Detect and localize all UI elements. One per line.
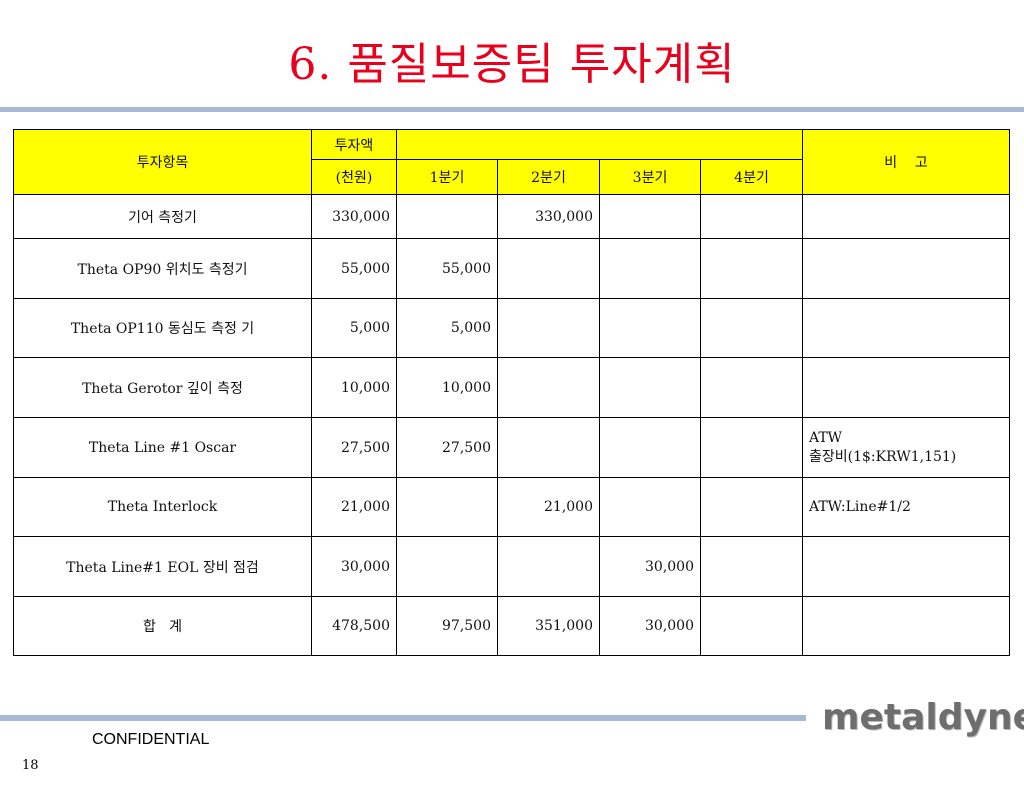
table-row: Theta Gerotor 깊이 측정 10,000 10,000 bbox=[13, 357, 1010, 418]
q2-cell: 21,000 bbox=[497, 477, 600, 537]
total-q1-cell: 97,500 bbox=[396, 596, 498, 656]
q3-cell bbox=[599, 238, 701, 299]
q1-cell: 55,000 bbox=[396, 238, 498, 299]
q4-cell bbox=[700, 357, 803, 418]
header-remarks: 비 고 bbox=[802, 129, 1010, 195]
header-amount: 투자액 bbox=[311, 129, 397, 160]
remarks-line: ATW bbox=[809, 429, 843, 446]
table-row: Theta OP90 위치도 측정기 55,000 55,000 bbox=[13, 238, 1010, 299]
q3-cell bbox=[599, 298, 701, 358]
total-label: 합 계 bbox=[13, 596, 312, 656]
remarks-cell: ATW:Line#1/2 bbox=[802, 477, 1010, 537]
remarks-cell bbox=[802, 238, 1010, 299]
remarks-cell bbox=[802, 298, 1010, 358]
header-quarter-group bbox=[396, 129, 803, 160]
metaldyne-logo: metaldyne bbox=[822, 697, 1024, 738]
q2-cell: 330,000 bbox=[497, 194, 600, 239]
investment-plan-table: 투자항목 투자액 비 고 (천원) 1분기 2분기 3분기 4분기 기어 측정기… bbox=[13, 129, 1010, 656]
q1-cell bbox=[396, 477, 498, 537]
item-cell: Theta Gerotor 깊이 측정 bbox=[13, 357, 312, 418]
q4-cell bbox=[700, 417, 803, 478]
header-q1: 1분기 bbox=[396, 159, 498, 195]
q3-cell bbox=[599, 357, 701, 418]
amount-cell: 330,000 bbox=[311, 194, 397, 239]
q4-cell bbox=[700, 194, 803, 239]
item-cell: Theta Interlock bbox=[13, 477, 312, 537]
q4-cell bbox=[700, 298, 803, 358]
q4-cell bbox=[700, 238, 803, 299]
q1-cell: 5,000 bbox=[396, 298, 498, 358]
q3-cell: 30,000 bbox=[599, 536, 701, 597]
amount-cell: 27,500 bbox=[311, 417, 397, 478]
q2-cell bbox=[497, 298, 600, 358]
remarks-cell bbox=[802, 194, 1010, 239]
total-amount-cell: 478,500 bbox=[311, 596, 397, 656]
q2-cell bbox=[497, 536, 600, 597]
q3-cell bbox=[599, 417, 701, 478]
table-row: Theta OP110 동심도 측정 기 5,000 5,000 bbox=[13, 298, 1010, 358]
total-q3-cell: 30,000 bbox=[599, 596, 701, 656]
header-amount-unit: (천원) bbox=[311, 159, 397, 195]
total-q2-cell: 351,000 bbox=[497, 596, 600, 656]
header-q2: 2분기 bbox=[497, 159, 600, 195]
q2-cell bbox=[497, 417, 600, 478]
item-cell: Theta OP90 위치도 측정기 bbox=[13, 238, 312, 299]
total-remarks-cell bbox=[802, 596, 1010, 656]
q2-cell bbox=[497, 238, 600, 299]
item-cell: 기어 측정기 bbox=[13, 194, 312, 239]
amount-cell: 10,000 bbox=[311, 357, 397, 418]
table-row: 기어 측정기 330,000 330,000 bbox=[13, 194, 1010, 239]
slide-title: 6. 품질보증팀 투자계획 bbox=[288, 39, 736, 90]
item-cell: Theta Line#1 EOL 장비 점검 bbox=[13, 536, 312, 597]
bottom-divider bbox=[0, 715, 806, 721]
item-cell: Theta Line #1 Oscar bbox=[13, 417, 312, 478]
q4-cell bbox=[700, 536, 803, 597]
q2-cell bbox=[497, 357, 600, 418]
header-q4: 4분기 bbox=[700, 159, 803, 195]
table-row: Theta Interlock 21,000 21,000 ATW:Line#1… bbox=[13, 477, 1010, 537]
header-q3: 3분기 bbox=[599, 159, 701, 195]
top-divider bbox=[0, 107, 1024, 112]
header-item: 투자항목 bbox=[13, 129, 312, 195]
table-row-total: 합 계 478,500 97,500 351,000 30,000 bbox=[13, 596, 1010, 656]
remarks-cell bbox=[802, 536, 1010, 597]
remarks-cell bbox=[802, 357, 1010, 418]
table-row: Theta Line#1 EOL 장비 점검 30,000 30,000 bbox=[13, 536, 1010, 597]
q1-cell: 10,000 bbox=[396, 357, 498, 418]
q4-cell bbox=[700, 477, 803, 537]
confidential-label: CONFIDENTIAL bbox=[92, 731, 210, 748]
q1-cell bbox=[396, 194, 498, 239]
amount-cell: 30,000 bbox=[311, 536, 397, 597]
q3-cell bbox=[599, 194, 701, 239]
total-q4-cell bbox=[700, 596, 803, 656]
remarks-line: 출장비(1$:KRW1,151) bbox=[809, 448, 957, 465]
amount-cell: 55,000 bbox=[311, 238, 397, 299]
page-number: 18 bbox=[22, 758, 39, 773]
table-row: Theta Line #1 Oscar 27,500 27,500 ATW 출장… bbox=[13, 417, 1010, 478]
amount-cell: 5,000 bbox=[311, 298, 397, 358]
q1-cell bbox=[396, 536, 498, 597]
q3-cell bbox=[599, 477, 701, 537]
item-cell: Theta OP110 동심도 측정 기 bbox=[13, 298, 312, 358]
amount-cell: 21,000 bbox=[311, 477, 397, 537]
q1-cell: 27,500 bbox=[396, 417, 498, 478]
remarks-cell: ATW 출장비(1$:KRW1,151) bbox=[802, 417, 1010, 478]
